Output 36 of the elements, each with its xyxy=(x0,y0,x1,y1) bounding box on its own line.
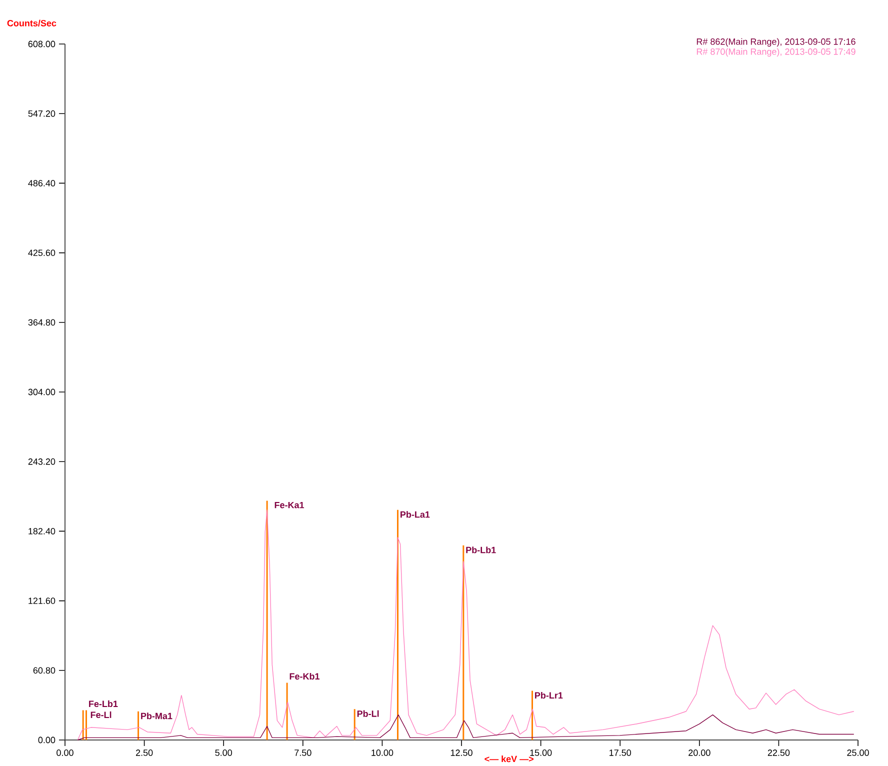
x-tick-label: 2.50 xyxy=(136,750,153,756)
x-tick-label: 5.00 xyxy=(215,750,232,756)
text: R# 870(Main Range), 2013-09-05 17:49 xyxy=(696,48,856,57)
annotation: Fe-Lb1 xyxy=(89,700,118,708)
y-tick-label: 425.60 xyxy=(28,250,56,256)
x-axis-title: <— keV —> xyxy=(484,756,534,762)
annotation: Fe-Ka1 xyxy=(274,502,304,508)
x-tick-label: 12.50 xyxy=(450,750,472,756)
x-tick-label: 25.00 xyxy=(847,750,869,756)
annotation: Pb-La1 xyxy=(400,511,430,518)
annotation: Fe-Ll xyxy=(90,711,112,718)
x-tick-label: 15.00 xyxy=(530,750,552,756)
annotation: Pb-Ll xyxy=(357,710,379,717)
annotation: Pb-Ma1 xyxy=(141,712,172,720)
x-tick-label: 0.00 xyxy=(56,750,74,756)
x-tick-label: 10.00 xyxy=(372,750,394,756)
x-tick-label: 20.00 xyxy=(688,750,710,756)
annotation: Fe-Kb1 xyxy=(290,672,320,680)
y-tick-label: 304.00 xyxy=(28,388,56,396)
y-tick-label: 608.00 xyxy=(28,40,56,48)
y-tick-label: 121.60 xyxy=(28,598,56,604)
annotation: Pb-Lb1 xyxy=(466,546,496,554)
x-tick-label: 17.50 xyxy=(610,750,632,756)
y-tick-label: 243.20 xyxy=(28,458,56,465)
line-series xyxy=(77,510,854,740)
x-tick-label: 22.50 xyxy=(768,750,790,756)
y-axis-title: Counts/Sec xyxy=(7,20,56,26)
y-tick-label: 486.40 xyxy=(28,180,56,186)
y-tick-label: 0.00 xyxy=(38,736,56,744)
y-tick-label: 60.80 xyxy=(33,667,56,674)
x-tick-label: 7.50 xyxy=(294,750,312,756)
y-tick-label: 547.20 xyxy=(28,110,56,117)
y-tick-label: 182.40 xyxy=(28,528,56,534)
annotation: Pb-Lr1 xyxy=(535,692,563,699)
text: R# 862(Main Range), 2013-09-05 17:16 xyxy=(696,38,856,47)
y-tick-label: 364.80 xyxy=(28,319,56,326)
